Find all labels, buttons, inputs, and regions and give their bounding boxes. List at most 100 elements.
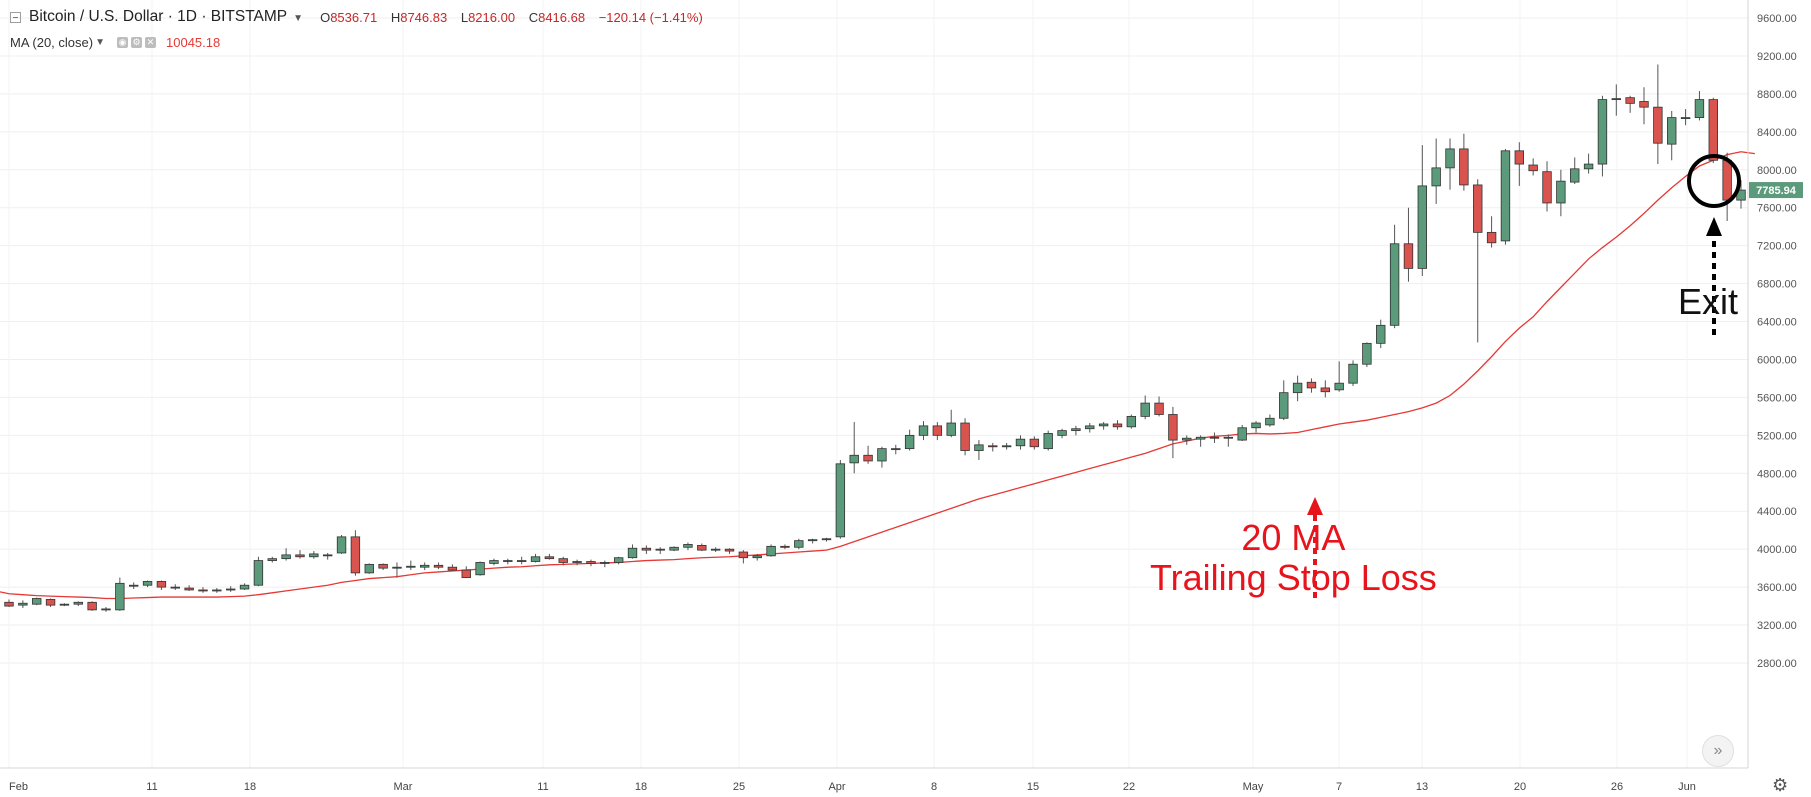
candle-body bbox=[1279, 392, 1289, 419]
candle bbox=[419, 562, 430, 571]
candle-body bbox=[170, 586, 180, 589]
candle bbox=[1667, 110, 1677, 161]
candle-body bbox=[1098, 423, 1109, 427]
scroll-to-realtime-button[interactable]: » bbox=[1702, 735, 1734, 767]
candle bbox=[835, 460, 846, 539]
candle-body bbox=[18, 602, 28, 606]
candle-body bbox=[1320, 387, 1331, 393]
candle-body bbox=[475, 562, 485, 576]
time-tick-label: 15 bbox=[1027, 781, 1039, 793]
candle-body bbox=[1168, 414, 1178, 441]
candle-body bbox=[45, 599, 56, 606]
gear-icon[interactable]: ⚙ bbox=[131, 37, 142, 48]
candle-body bbox=[322, 554, 333, 557]
candle bbox=[1542, 161, 1552, 212]
candle bbox=[1071, 425, 1081, 436]
candle bbox=[503, 558, 513, 565]
candle-body bbox=[1348, 363, 1358, 384]
chevron-down-icon[interactable]: ▼ bbox=[293, 13, 304, 24]
candle bbox=[1057, 428, 1067, 439]
candle-body bbox=[1653, 106, 1663, 144]
indicator-controls: ◉ ⚙ ✕ bbox=[117, 37, 156, 48]
time-tick-label: 7 bbox=[1336, 781, 1342, 793]
candle bbox=[1112, 420, 1123, 430]
candle-body bbox=[1057, 430, 1067, 436]
price-tick-label: 9200.00 bbox=[1757, 51, 1797, 63]
candle bbox=[988, 442, 998, 452]
candle-body bbox=[32, 598, 42, 605]
candle bbox=[1417, 145, 1428, 276]
candle bbox=[904, 429, 915, 451]
price-tick-label: 7200.00 bbox=[1757, 241, 1797, 253]
candle-body bbox=[904, 434, 915, 450]
exchange-label: BITSTAMP bbox=[210, 8, 287, 25]
collapse-icon[interactable] bbox=[10, 11, 21, 23]
candle bbox=[821, 537, 832, 542]
candle-body bbox=[392, 566, 402, 569]
candle bbox=[932, 422, 943, 441]
candle-body bbox=[1473, 184, 1483, 233]
candle bbox=[1237, 424, 1247, 442]
candle bbox=[1445, 138, 1455, 190]
candle bbox=[239, 583, 250, 590]
candle bbox=[613, 556, 624, 565]
time-axis[interactable]: Feb 11 18 Mar 11 18 25 Apr 8 15 22 May 7 13 20 26 Jun bbox=[0, 767, 1748, 793]
time-tick-label: 11 bbox=[537, 781, 548, 793]
candle-body bbox=[336, 536, 347, 554]
candle bbox=[73, 601, 83, 607]
candle-body bbox=[1403, 243, 1414, 269]
candle bbox=[281, 548, 291, 561]
candle bbox=[1182, 435, 1192, 445]
candle bbox=[1486, 216, 1497, 248]
candle-body bbox=[1154, 402, 1164, 415]
candle bbox=[1168, 406, 1178, 459]
symbol-legend: Bitcoin / U.S. Dollar · 1D · BITSTAMP ▼ … bbox=[10, 8, 703, 26]
chevron-down-icon[interactable]: ▼ bbox=[95, 37, 105, 48]
candle bbox=[710, 547, 721, 553]
candle-body bbox=[1001, 445, 1012, 448]
price-axis[interactable]: 9600.00 9200.00 8800.00 8400.00 8000.00 7600.… bbox=[1747, 0, 1803, 768]
candle bbox=[406, 560, 416, 571]
candle bbox=[1292, 375, 1303, 402]
candle bbox=[1514, 142, 1524, 186]
ma-annotation: 20 MA Trailing Stop Loss bbox=[1150, 518, 1437, 598]
settings-gear-icon[interactable]: ⚙ bbox=[1772, 775, 1789, 795]
ma-layer bbox=[0, 151, 1755, 600]
candle bbox=[600, 560, 610, 568]
candle-body bbox=[419, 564, 430, 568]
candle bbox=[1098, 422, 1109, 430]
eye-icon[interactable]: ◉ bbox=[117, 37, 128, 48]
open-value: 8536.71 bbox=[330, 9, 378, 25]
candle-body bbox=[1237, 427, 1247, 441]
close-icon[interactable]: ✕ bbox=[145, 37, 156, 48]
candle bbox=[641, 545, 652, 554]
candle-body bbox=[1306, 381, 1317, 389]
time-tick-label: 11 bbox=[146, 781, 157, 793]
candle-body bbox=[655, 548, 665, 551]
candle-body bbox=[891, 448, 901, 451]
candle bbox=[1001, 442, 1012, 450]
candle-body bbox=[613, 557, 624, 563]
candle-body bbox=[281, 554, 291, 560]
candle bbox=[572, 559, 582, 566]
candle bbox=[378, 563, 388, 571]
candle-body bbox=[697, 544, 707, 551]
candle bbox=[253, 556, 264, 587]
candle-body bbox=[309, 553, 319, 558]
candle bbox=[1085, 423, 1095, 433]
candle-body bbox=[1514, 150, 1524, 165]
candle-body bbox=[1209, 436, 1220, 439]
price-tick-label: 4000.00 bbox=[1757, 544, 1797, 556]
indicator-label[interactable]: MA (20, close) bbox=[10, 35, 94, 50]
candle-body bbox=[1251, 422, 1261, 429]
candle-body bbox=[572, 561, 582, 563]
exit-annotation: Exit bbox=[1678, 281, 1739, 322]
candle bbox=[891, 444, 901, 455]
candle bbox=[1389, 224, 1400, 329]
candle bbox=[1362, 342, 1372, 368]
candle-body bbox=[1085, 425, 1095, 430]
symbol-title[interactable]: Bitcoin / U.S. Dollar · 1D · BITSTAMP ▼ bbox=[29, 8, 304, 25]
candle bbox=[863, 445, 873, 464]
